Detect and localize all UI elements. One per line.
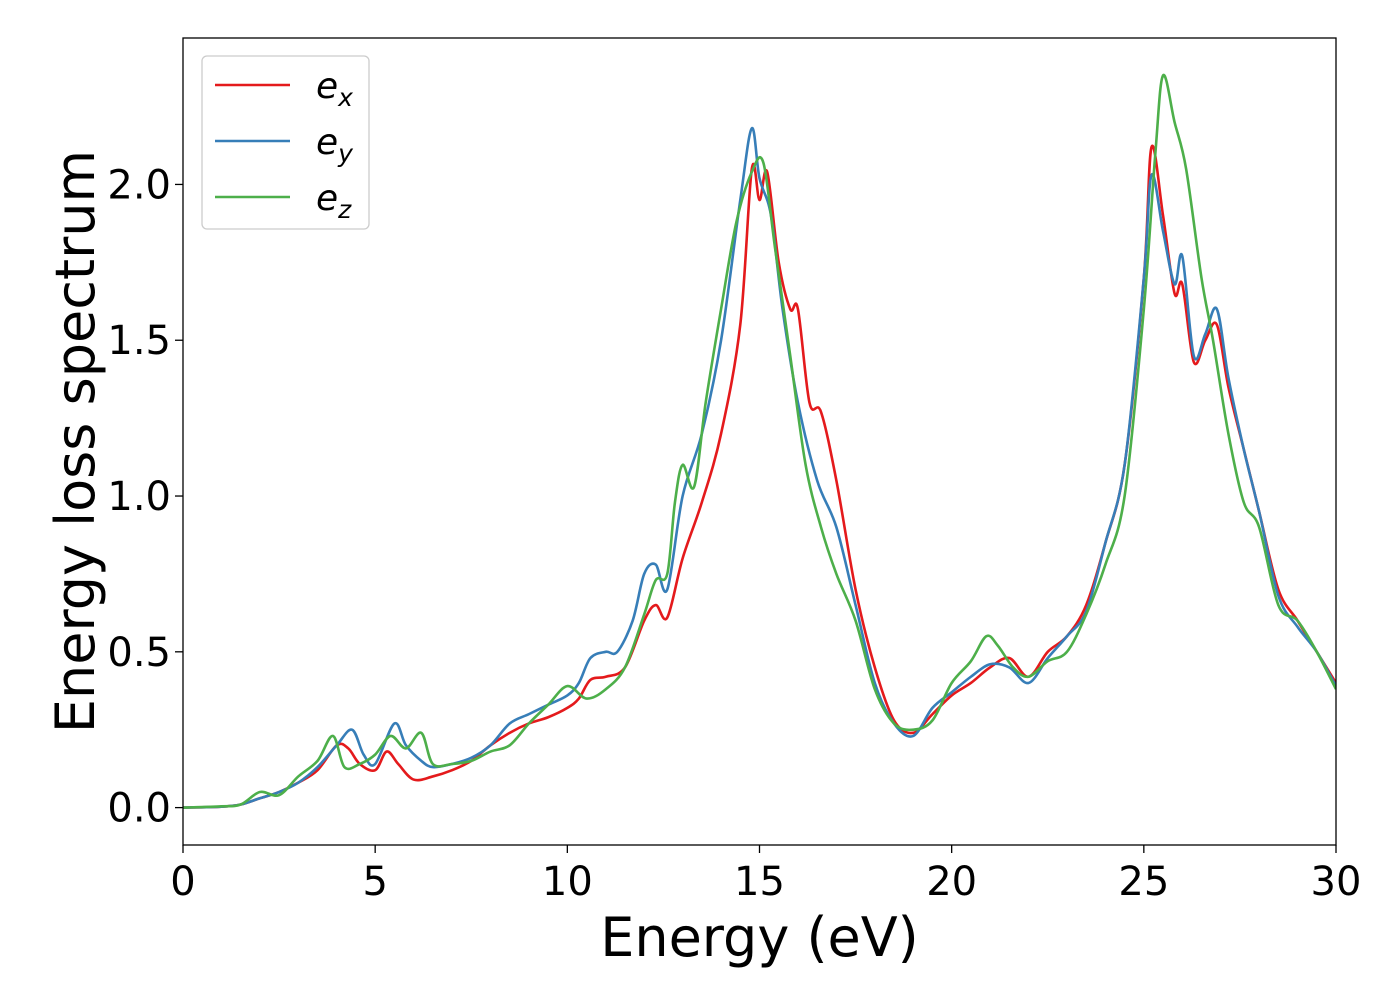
y-tick-label: 1.0 bbox=[107, 474, 171, 520]
legend-label: ex bbox=[316, 66, 353, 112]
x-tick-label: 10 bbox=[542, 859, 593, 905]
y-tick-label: 2.0 bbox=[107, 162, 171, 208]
x-tick-label: 30 bbox=[1311, 859, 1362, 905]
x-axis-label: Energy (eV) bbox=[600, 906, 919, 969]
x-tick-label: 20 bbox=[926, 859, 977, 905]
series-line-ex bbox=[183, 144, 1336, 809]
y-axis-label: Energy loss spectrum bbox=[44, 150, 107, 733]
x-tick-label: 25 bbox=[1118, 859, 1169, 905]
series-line-ey bbox=[183, 127, 1336, 809]
legend: ex ey ez bbox=[201, 55, 370, 230]
series-line-ez bbox=[183, 73, 1336, 809]
y-tick-label: 1.5 bbox=[107, 318, 171, 364]
x-tick-label: 15 bbox=[734, 859, 785, 905]
x-tick-label: 0 bbox=[170, 859, 195, 905]
legend-label: ez bbox=[316, 178, 352, 224]
legend-box bbox=[201, 55, 370, 230]
series-layer bbox=[183, 73, 1336, 809]
y-tick-label: 0.5 bbox=[107, 630, 171, 676]
y-tick-label: 0.0 bbox=[107, 786, 171, 832]
legend-label: ey bbox=[316, 122, 354, 168]
axis-ticks: 0 5 10 15 20 25 30 0.0 0.5 1.0 1.5 2.0 bbox=[107, 162, 1361, 905]
x-tick-label: 5 bbox=[362, 859, 387, 905]
